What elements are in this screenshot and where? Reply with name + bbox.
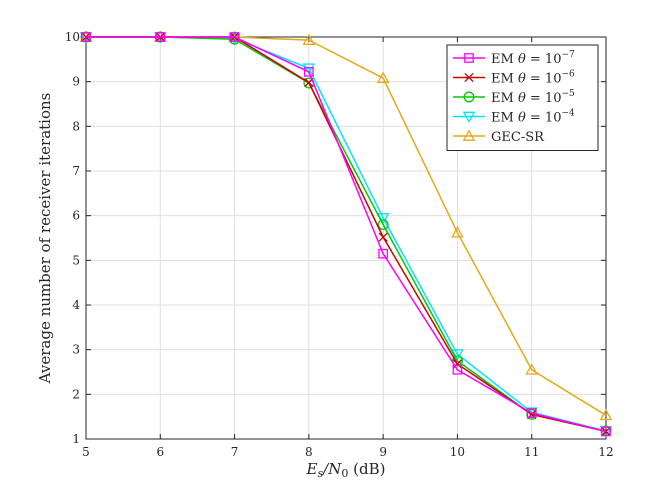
data-point <box>376 71 390 83</box>
legend-item: EM θ = 10−5 <box>453 89 575 106</box>
series-line <box>86 36 607 433</box>
data-point <box>452 364 463 375</box>
y-tick-label: 10 <box>65 30 80 44</box>
data-point <box>378 232 388 242</box>
legend-label: EM θ = 10−6 <box>491 70 575 87</box>
x-tick-label: 5 <box>82 445 90 459</box>
legend-marker <box>464 53 474 63</box>
x-tick-label: 12 <box>598 445 613 459</box>
legend-label: EM θ = 10−7 <box>491 50 575 67</box>
x-axis-label: Es/N0 (dB) <box>306 460 386 480</box>
data-point <box>302 33 316 45</box>
data-point <box>601 426 611 437</box>
x-tick-label: 11 <box>524 445 539 459</box>
data-point <box>378 248 388 259</box>
y-tick-label: 8 <box>72 119 80 133</box>
y-tick-label: 7 <box>72 164 80 178</box>
data-point <box>599 408 613 421</box>
series-1 <box>81 32 611 437</box>
data-point <box>601 426 611 437</box>
data-point <box>229 32 240 42</box>
data-point <box>451 226 464 238</box>
data-point <box>377 219 389 231</box>
x-tick-label: 7 <box>231 445 239 459</box>
data-point <box>526 408 537 418</box>
legend-label: EM θ = 10−4 <box>491 109 575 126</box>
x-tick-label: 10 <box>450 445 465 459</box>
x-tick-label: 9 <box>379 445 387 459</box>
data-point <box>302 63 316 75</box>
legend-marker <box>462 129 476 141</box>
legend-marker <box>462 111 476 124</box>
legend-label: EM θ = 10−5 <box>491 89 575 106</box>
y-tick-label: 4 <box>72 298 80 312</box>
legend-marker <box>463 91 475 103</box>
legend-marker <box>464 72 474 83</box>
y-tick-label: 3 <box>72 343 80 357</box>
axes-box <box>85 36 607 440</box>
legend-label: GEC-SR <box>491 130 545 145</box>
y-tick-label: 5 <box>72 253 80 267</box>
y-axis-label: Average number of receiver iterations <box>36 93 54 385</box>
data-point <box>525 363 539 375</box>
y-tick-label: 2 <box>72 387 80 401</box>
y-tick-label: 1 <box>72 432 80 446</box>
data-point <box>81 32 91 42</box>
x-tick-label: 6 <box>156 445 164 459</box>
legend-item: GEC-SR <box>453 129 545 145</box>
legend: EM θ = 10−7 EM θ = 10−6 EM θ = 10−5 EM θ = … <box>446 44 599 151</box>
legend-item: EM θ = 10−7 <box>453 50 575 67</box>
y-tick-label: 6 <box>72 209 80 223</box>
legend-item: EM θ = 10−6 <box>453 70 575 87</box>
data-point <box>155 32 166 42</box>
legend-item: EM θ = 10−4 <box>453 109 575 126</box>
data-point <box>304 66 314 77</box>
x-tick-label: 8 <box>305 445 313 459</box>
y-tick-label: 9 <box>72 75 80 89</box>
